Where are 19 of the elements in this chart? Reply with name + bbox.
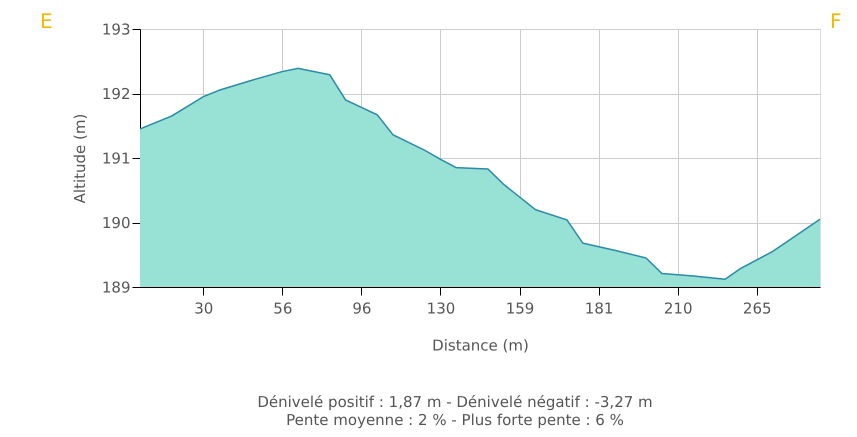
text: Dénivelé positif : 1,87 m - Dénivelé négatif : -3,27 m <box>257 393 653 411</box>
text: Pente moyenne : 2 % - Plus forte pente : 6 % <box>286 411 624 429</box>
x-tick-label: 265 <box>742 300 772 318</box>
text: F <box>830 9 842 33</box>
y-axis-title: Altitude (m) <box>70 114 89 204</box>
y-tick-label: 191 <box>102 150 130 168</box>
x-tick-label: 56 <box>273 300 292 318</box>
text: E <box>40 9 53 33</box>
y-tick-label: 190 <box>102 214 130 232</box>
x-tick-label: 130 <box>426 300 456 318</box>
x-tick-label: 96 <box>352 300 372 318</box>
y-tick-label: 192 <box>102 85 130 103</box>
x-tick-label: 30 <box>194 300 214 318</box>
y-tick-label: 193 <box>102 20 130 38</box>
y-tick-label: 189 <box>102 278 130 296</box>
x-axis-title: Distance (m) <box>432 336 529 354</box>
x-tick-label: 181 <box>584 300 614 318</box>
x-tick-label: 159 <box>506 300 534 318</box>
x-tick-label: 210 <box>664 300 692 318</box>
